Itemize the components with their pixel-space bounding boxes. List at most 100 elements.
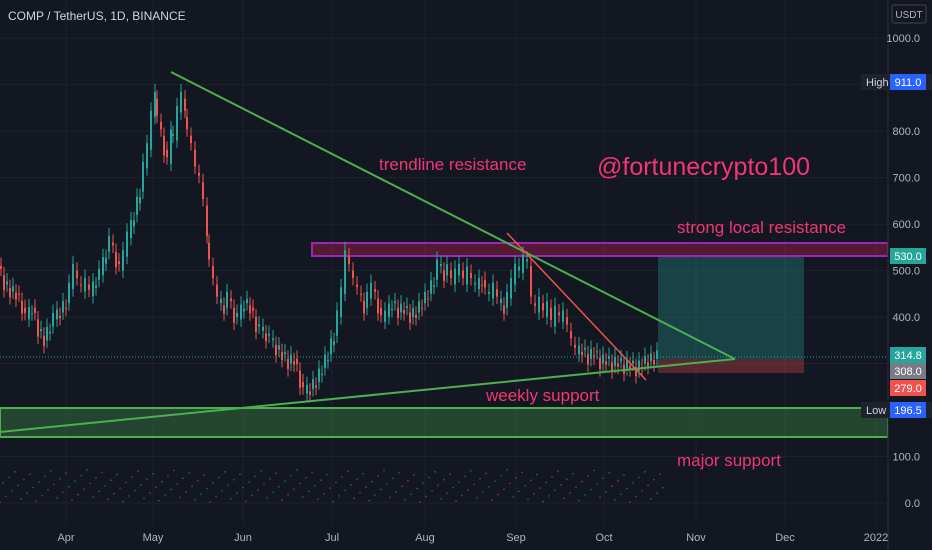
candle-body xyxy=(333,341,335,345)
volume-dot xyxy=(455,500,457,502)
volume-dot xyxy=(200,493,202,495)
price-axis[interactable] xyxy=(888,0,932,550)
candle-body xyxy=(52,312,54,327)
candle-body xyxy=(255,317,257,332)
candle-body xyxy=(166,149,168,158)
volume-dot xyxy=(335,481,337,484)
volume-dot xyxy=(158,499,160,502)
candle-body xyxy=(150,110,152,150)
volume-dot xyxy=(548,495,550,497)
candle-body xyxy=(614,357,616,366)
volume-dot xyxy=(260,470,262,472)
volume-dot xyxy=(491,499,493,501)
volume-dot xyxy=(641,490,643,492)
candle-body xyxy=(72,264,74,290)
volume-dot xyxy=(413,474,415,476)
currency-button[interactable] xyxy=(891,4,927,24)
candle-body xyxy=(281,351,283,360)
candle-body xyxy=(466,266,468,285)
annotation-major-support: major support xyxy=(677,451,781,470)
volume-dot xyxy=(227,484,229,487)
candle-body xyxy=(236,312,238,318)
volume-dot xyxy=(431,490,433,492)
candle-body xyxy=(593,355,595,358)
volume-dot xyxy=(11,490,13,492)
volume-dot xyxy=(83,488,85,490)
volume-dot xyxy=(152,472,154,475)
volume-dot xyxy=(263,483,265,486)
x-tick-label: Sep xyxy=(506,532,526,544)
candle-body xyxy=(249,305,251,314)
candle-body xyxy=(163,135,165,156)
candle-body xyxy=(418,301,420,313)
candle-body xyxy=(450,270,452,279)
volume-dot xyxy=(56,497,58,499)
candle-body xyxy=(443,270,445,281)
volume-dot xyxy=(389,496,391,499)
price-tag-value: 530.0 xyxy=(894,251,922,263)
volume-dot xyxy=(233,478,235,481)
candle-body xyxy=(309,391,311,395)
volume-dot xyxy=(128,495,130,497)
candle-body xyxy=(526,259,528,262)
price-tag-label: Low xyxy=(866,405,886,417)
candle-body xyxy=(599,357,601,370)
volume-dot xyxy=(587,475,589,477)
candle-body xyxy=(340,287,342,318)
volume-dot xyxy=(446,492,448,494)
volume-dot xyxy=(356,478,358,481)
volume-dot xyxy=(155,486,157,488)
y-tick-label: 700.0 xyxy=(892,173,920,185)
candle-body xyxy=(366,291,368,308)
volume-dot xyxy=(407,479,409,482)
candle-body xyxy=(377,298,379,314)
volume-dot xyxy=(5,495,7,498)
volume-dot xyxy=(584,494,586,496)
candle-body xyxy=(394,301,396,304)
volume-dot xyxy=(86,469,88,471)
candle-body xyxy=(380,307,382,316)
volume-dot xyxy=(323,492,325,495)
volume-dot xyxy=(2,482,4,484)
volume-dot xyxy=(608,471,610,474)
volume-dot xyxy=(296,469,298,471)
volume-dot xyxy=(368,499,370,502)
candle-body xyxy=(194,149,196,167)
candle-body xyxy=(330,338,332,355)
candle-body xyxy=(88,284,90,290)
volume-dot xyxy=(386,483,388,485)
candle-body xyxy=(59,315,61,319)
volume-dot xyxy=(611,485,613,488)
volume-dot xyxy=(449,473,451,475)
candle-body xyxy=(412,308,414,318)
candle-body xyxy=(49,331,51,334)
candle-body xyxy=(534,303,536,306)
volume-dot xyxy=(404,498,406,501)
annotation-weekly-support: weekly support xyxy=(485,386,600,405)
volume-dot xyxy=(104,484,106,487)
price-tag-label: High xyxy=(866,77,889,89)
candle-body xyxy=(3,275,5,291)
volume-dot xyxy=(635,495,637,498)
price-tag-value: 196.5 xyxy=(894,405,922,417)
candle-body xyxy=(424,291,426,304)
volume-dot xyxy=(290,474,292,477)
candle-body xyxy=(133,220,135,227)
candle-body xyxy=(530,265,532,297)
volume-dot xyxy=(524,484,526,487)
price-tag-value: 314.8 xyxy=(894,350,922,362)
candle-body xyxy=(522,254,524,273)
volume-dot xyxy=(551,476,553,478)
volume-dot xyxy=(494,480,496,482)
volume-dot xyxy=(74,480,76,482)
volume-dot xyxy=(578,499,580,502)
volume-dot xyxy=(542,500,544,503)
volume-dot xyxy=(242,486,244,489)
volume-dot xyxy=(530,479,532,481)
candle-body xyxy=(638,360,640,371)
x-tick-label: Jun xyxy=(234,532,252,544)
candle-body xyxy=(278,345,280,350)
price-tag-box xyxy=(890,347,926,363)
x-tick-labels[interactable]: Apr May Jun Jul Aug Sep Oct Nov Dec 2022 xyxy=(57,532,888,544)
